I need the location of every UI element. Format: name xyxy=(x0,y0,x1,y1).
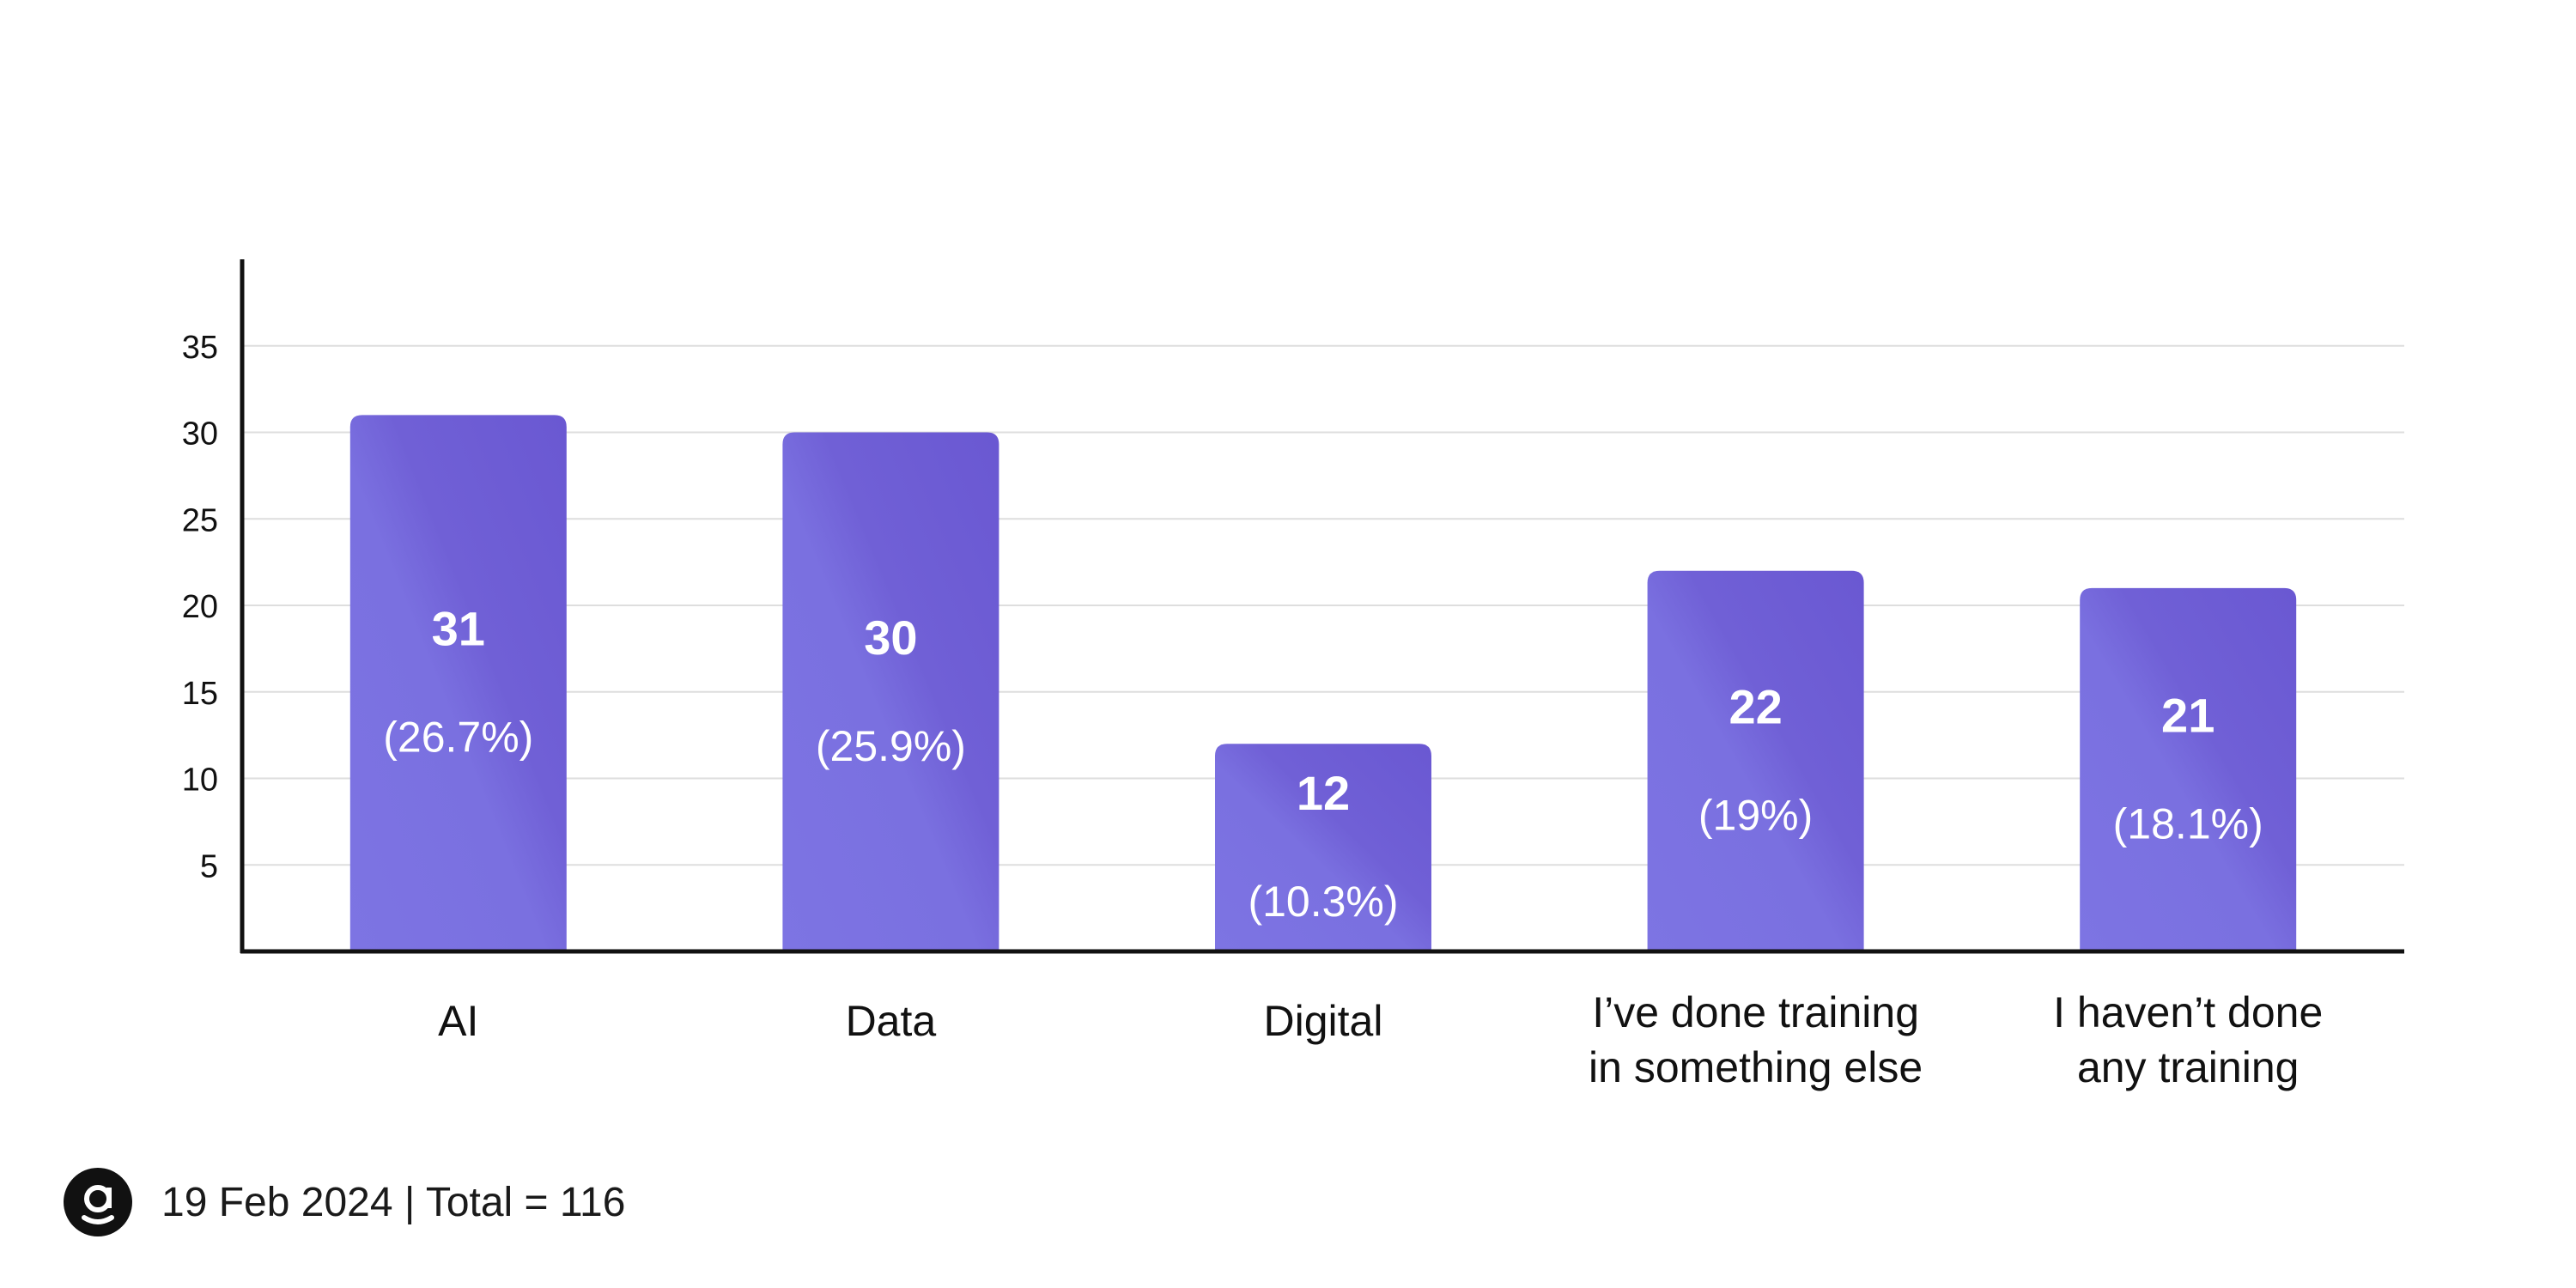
bar-value-label: 30 xyxy=(864,611,917,665)
x-category-label: I’ve done training xyxy=(1592,988,1919,1036)
x-category-label: any training xyxy=(2077,1043,2300,1091)
bar-value-label: 21 xyxy=(2161,688,2215,742)
y-tick-label: 25 xyxy=(182,502,218,538)
y-tick-label: 15 xyxy=(182,676,218,712)
bar xyxy=(2080,587,2297,951)
bar xyxy=(782,432,999,951)
bar-percent-label: (26.7%) xyxy=(383,714,533,762)
x-category-label: in something else xyxy=(1589,1043,1923,1091)
bar-percent-label: (19%) xyxy=(1698,791,1813,839)
x-category-label: Data xyxy=(846,997,937,1045)
bar-value-label: 22 xyxy=(1728,679,1782,733)
footer-date-total: 19 Feb 2024 | Total = 116 xyxy=(161,1179,626,1225)
y-tick-label: 10 xyxy=(182,762,218,799)
x-category-label: Digital xyxy=(1264,997,1383,1045)
bar-group: 21 (18.1%) xyxy=(2080,587,2297,951)
bar-group: 22 (19%) xyxy=(1647,570,1864,951)
y-tick-label: 35 xyxy=(182,330,218,366)
bar-percent-label: (18.1%) xyxy=(2113,799,2263,848)
x-category-label: I haven’t done xyxy=(2053,988,2323,1036)
axes xyxy=(240,259,2404,954)
y-tick-label: 20 xyxy=(182,589,218,625)
y-tick-label: 5 xyxy=(200,848,218,884)
bars: 31 (26.7%) 30 (25.9%) 12 (10.3%) 22 (19%) 21 (18.… xyxy=(349,415,2297,952)
bar-value-label: 31 xyxy=(432,602,485,656)
bar-group: 31 (26.7%) xyxy=(349,415,567,952)
gridlines xyxy=(242,344,2404,866)
bar-value-label: 12 xyxy=(1297,766,1350,820)
y-tick-label: 30 xyxy=(182,416,218,453)
bar xyxy=(1215,744,1431,951)
bar xyxy=(1647,570,1864,951)
bar xyxy=(349,415,567,952)
y-tick-labels: 5 10 15 20 25 30 35 xyxy=(182,330,218,885)
bar-percent-label: (25.9%) xyxy=(816,722,966,770)
x-category-label: AI xyxy=(438,997,478,1045)
brand-logo-icon xyxy=(64,1168,132,1236)
x-category-labels: AI Data Digital I’ve done training in someth… xyxy=(438,988,2323,1091)
bar-group: 12 (10.3%) xyxy=(1215,744,1431,951)
footer: 19 Feb 2024 | Total = 116 xyxy=(64,1168,625,1236)
bar-percent-label: (10.3%) xyxy=(1248,878,1398,926)
bar-group: 30 (25.9%) xyxy=(782,432,999,951)
